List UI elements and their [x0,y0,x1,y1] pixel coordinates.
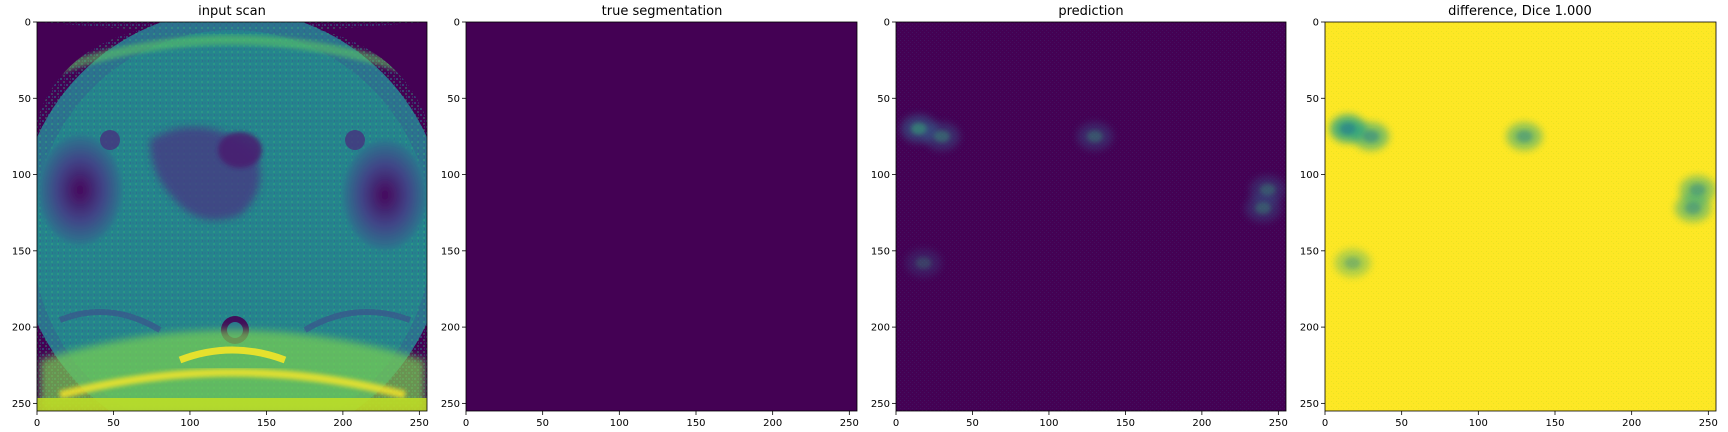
y-tick-label: 150 [441,246,460,257]
y-tick-label: 250 [12,399,31,410]
panel-title-input: input scan [198,4,266,19]
true-segmentation-image [466,22,857,411]
y-tick-label: 150 [871,246,890,257]
panel-title-truth: true segmentation [602,4,723,19]
x-tick-label: 0 [463,418,469,429]
difference-hotspot-core [1516,130,1533,143]
difference-hotspot-core [1363,130,1379,143]
y-tick-label: 50 [447,94,460,105]
y-tick-label: 0 [454,18,460,29]
x-tick-label: 150 [257,418,276,429]
x-tick-label: 50 [966,418,979,429]
x-tick-label: 0 [1322,418,1328,429]
difference-hotspot-core [1689,183,1706,196]
x-tick-label: 200 [1622,418,1641,429]
difference-hotspot-core [1344,257,1361,270]
axes-frame-difference [1324,21,1717,412]
x-tick-label: 100 [1039,418,1058,429]
difference-hotspot-core [1685,202,1701,215]
y-tick-label: 0 [1313,18,1319,29]
y-tick-label: 50 [877,94,890,105]
y-tick-label: 250 [871,399,890,410]
x-tick-label: 150 [1545,418,1564,429]
x-tick-label: 150 [1116,418,1135,429]
y-tick-label: 200 [12,323,31,334]
x-tick-label: 100 [1469,418,1488,429]
x-tick-label: 50 [1395,418,1408,429]
x-tick-label: 250 [410,418,429,429]
x-tick-label: 150 [686,418,705,429]
y-tick-label: 200 [871,323,890,334]
x-tick-label: 250 [1699,418,1718,429]
y-tick-label: 50 [1306,94,1319,105]
prediction-hotspots [900,114,1286,278]
x-tick-label: 100 [180,418,199,429]
y-tick-label: 150 [1300,246,1319,257]
y-tick-label: 250 [1300,399,1319,410]
y-tick-label: 100 [441,170,460,181]
y-tick-label: 50 [18,94,31,105]
y-tick-label: 0 [884,18,890,29]
difference-hotspots [1330,114,1716,278]
prediction-image [896,22,1286,411]
prediction-hotspot-core [1259,183,1276,196]
x-tick-label: 0 [893,418,899,429]
input-scan-image [37,22,427,411]
x-tick-label: 200 [763,418,782,429]
x-tick-label: 200 [333,418,352,429]
prediction-hotspot-core [1255,202,1272,215]
axes-frame-input [36,21,428,412]
x-tick-label: 0 [34,418,40,429]
x-tick-label: 50 [107,418,120,429]
prediction-hotspot-core [915,257,932,270]
prediction-hotspot-core [933,130,950,143]
panel-title-difference: difference, Dice 1.000 [1448,4,1592,19]
difference-image [1325,22,1716,411]
prediction-hotspot-core [910,122,927,135]
x-tick-label: 250 [840,418,859,429]
axes-frame-truth [465,21,858,412]
prediction-hotspot-core [1086,130,1103,143]
y-tick-label: 100 [12,170,31,181]
y-tick-label: 250 [441,399,460,410]
panel-title-prediction: prediction [1058,4,1123,19]
axes-frame-prediction [895,21,1287,412]
x-tick-label: 100 [610,418,629,429]
y-tick-label: 200 [441,323,460,334]
y-tick-label: 100 [1300,170,1319,181]
y-tick-label: 100 [871,170,890,181]
difference-hotspot-core [1340,122,1356,135]
x-tick-label: 250 [1269,418,1288,429]
x-tick-label: 50 [536,418,549,429]
y-tick-label: 0 [25,18,31,29]
x-tick-label: 200 [1192,418,1211,429]
y-tick-label: 150 [12,246,31,257]
y-tick-label: 200 [1300,323,1319,334]
